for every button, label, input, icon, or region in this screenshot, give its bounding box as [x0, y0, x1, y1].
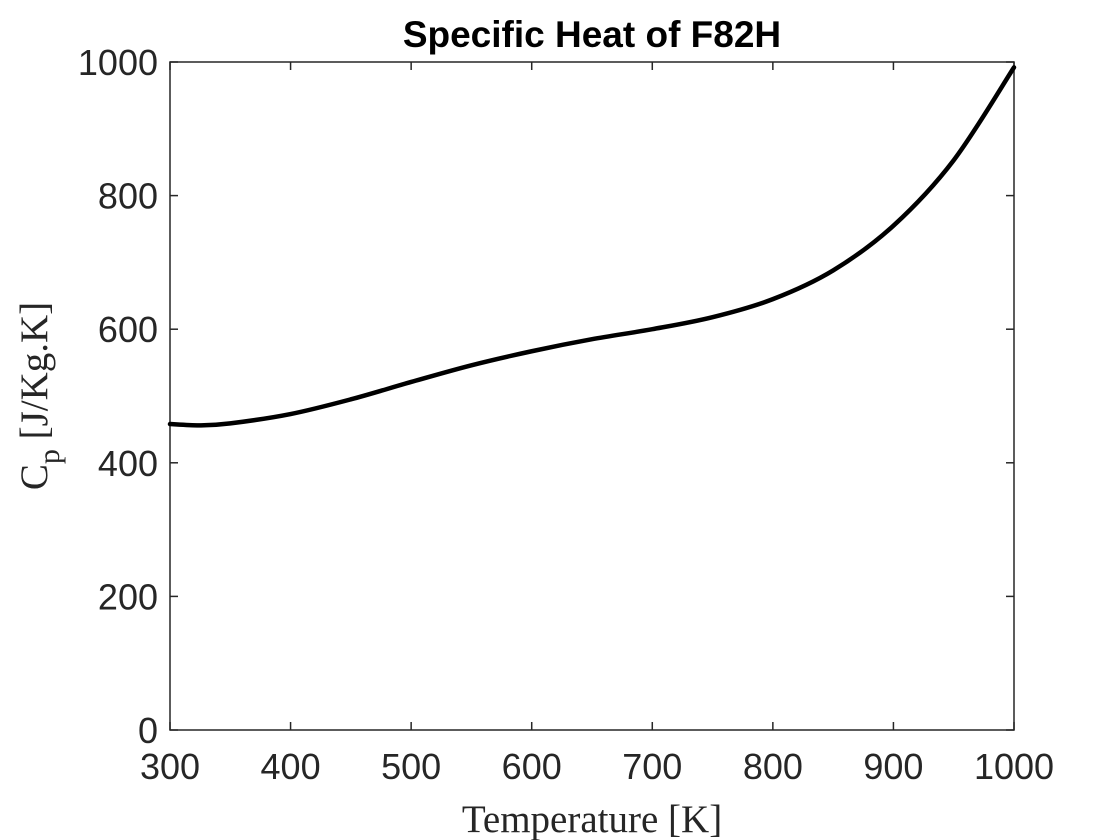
- y-axis-label-subscript: p: [33, 449, 66, 464]
- x-tick-label: 600: [502, 746, 562, 787]
- y-tick-label: 600: [98, 309, 158, 350]
- y-axis-label-units: [J/Kg.K]: [13, 302, 56, 449]
- x-axis-label: Temperature [K]: [462, 798, 722, 840]
- y-tick-label: 400: [98, 443, 158, 484]
- y-tick-label: 800: [98, 176, 158, 217]
- x-tick-label: 900: [863, 746, 923, 787]
- x-tick-label: 700: [622, 746, 682, 787]
- x-tick-label: 800: [743, 746, 803, 787]
- y-tick-labels: 0 200 400 600 800 1000: [78, 42, 158, 751]
- x-tick-label: 1000: [974, 746, 1054, 787]
- plot-area: [169, 61, 1015, 731]
- y-tick-label: 0: [138, 710, 158, 751]
- x-tick-label: 500: [381, 746, 441, 787]
- y-axis-label: Cp [J/Kg.K]: [13, 302, 66, 490]
- y-tick-label: 200: [98, 576, 158, 617]
- x-tick-labels: 300 400 500 600 700 800 900 1000: [140, 746, 1054, 787]
- x-tick-label: 300: [140, 746, 200, 787]
- x-tick-label: 400: [261, 746, 321, 787]
- series-line: [167, 65, 1017, 428]
- y-axis-label-main: C: [13, 464, 56, 490]
- chart-title: Specific Heat of F82H: [403, 14, 781, 55]
- y-tick-label: 1000: [78, 42, 158, 83]
- tick-marks: [169, 61, 1015, 731]
